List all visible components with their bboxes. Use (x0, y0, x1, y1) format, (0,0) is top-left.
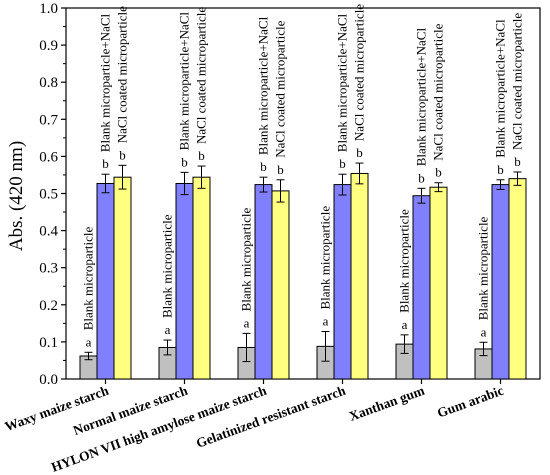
bar (350, 172, 369, 380)
series-label: Blank microparticle (160, 214, 175, 318)
y-tick-label: 0.0 (39, 372, 58, 388)
series-label: NaCl coated microparticle (273, 20, 288, 157)
significance-letter: b (181, 154, 188, 169)
bar (96, 182, 115, 380)
significance-letter: b (260, 159, 267, 174)
bar-labels: a Blank microparticle b Blank microparticle… (81, 4, 525, 350)
series-label: Blank microparticle (397, 209, 412, 313)
series-label: NaCl coated microparticle (352, 4, 367, 141)
significance-letter: b (277, 162, 284, 177)
bar (412, 195, 431, 380)
y-tick-label: 0.3 (39, 261, 58, 277)
bar (333, 184, 352, 380)
series-label: Blank microparticle+NaCl (256, 16, 271, 155)
significance-letter: a (323, 314, 329, 329)
series-label: Blank microparticle (476, 216, 491, 320)
significance-letter: b (418, 170, 425, 185)
significance-letter: b (119, 147, 126, 162)
series-label: NaCl coated microparticle (431, 23, 446, 160)
x-tick-label: Xanthan gum (347, 382, 427, 423)
series-label: Blank microparticle (81, 226, 96, 330)
y-axis-label: Abs. (420 nm) (6, 141, 27, 251)
y-tick-label: 0.6 (39, 149, 58, 165)
y-axis: 0.0 0.1 0.2 0.3 0.4 0.5 0.6 0.7 0.8 0.9 1.0 (39, 1, 541, 388)
y-tick-label: 0.8 (39, 75, 58, 91)
bar (271, 190, 290, 380)
y-tick-label: 0.2 (39, 298, 58, 314)
series-label: Blank microparticle+NaCl (493, 19, 508, 158)
bar (175, 182, 194, 380)
bar (508, 178, 527, 380)
significance-letter: a (244, 315, 250, 330)
significance-letter: b (356, 145, 363, 160)
series-label: Blank microparticle (239, 208, 254, 312)
series-label: NaCl coated microparticle (510, 13, 525, 150)
series-label: Blank microparticle+NaCl (98, 13, 113, 152)
significance-letter: a (165, 322, 171, 337)
significance-letter: a (481, 324, 487, 339)
bar (113, 176, 132, 380)
plot-frame (65, 7, 541, 380)
significance-letter: b (435, 165, 442, 180)
y-tick-label: 1.0 (39, 1, 58, 17)
series-label: Blank microparticle+NaCl (414, 28, 429, 167)
series-label: NaCl coated microparticle (194, 7, 209, 144)
significance-letter: b (198, 148, 205, 163)
series-label: Blank microparticle+NaCl (177, 12, 192, 151)
y-tick-label: 0.9 (39, 38, 58, 54)
bar (192, 176, 211, 380)
significance-letter: b (339, 156, 346, 171)
bar (491, 184, 510, 380)
y-tick-label: 0.4 (39, 224, 58, 240)
significance-letter: b (497, 162, 504, 177)
bars (79, 162, 527, 380)
significance-letter: a (86, 334, 92, 349)
y-tick-label: 0.5 (39, 187, 58, 203)
x-tick-label: Gum arabic (435, 383, 505, 421)
significance-letter: a (402, 317, 408, 332)
bar (429, 186, 448, 380)
x-tick-label: Gelatinized resistant starch (194, 383, 348, 451)
series-label: Blank microparticle (318, 206, 333, 310)
bar (254, 184, 273, 380)
significance-letter: b (514, 154, 521, 169)
y-tick-label: 0.7 (39, 112, 58, 128)
series-label: Blank microparticle+NaCl (335, 13, 350, 152)
y-tick-label: 0.1 (39, 335, 58, 351)
significance-letter: b (102, 156, 109, 171)
series-label: NaCl coated microparticle (115, 6, 130, 143)
